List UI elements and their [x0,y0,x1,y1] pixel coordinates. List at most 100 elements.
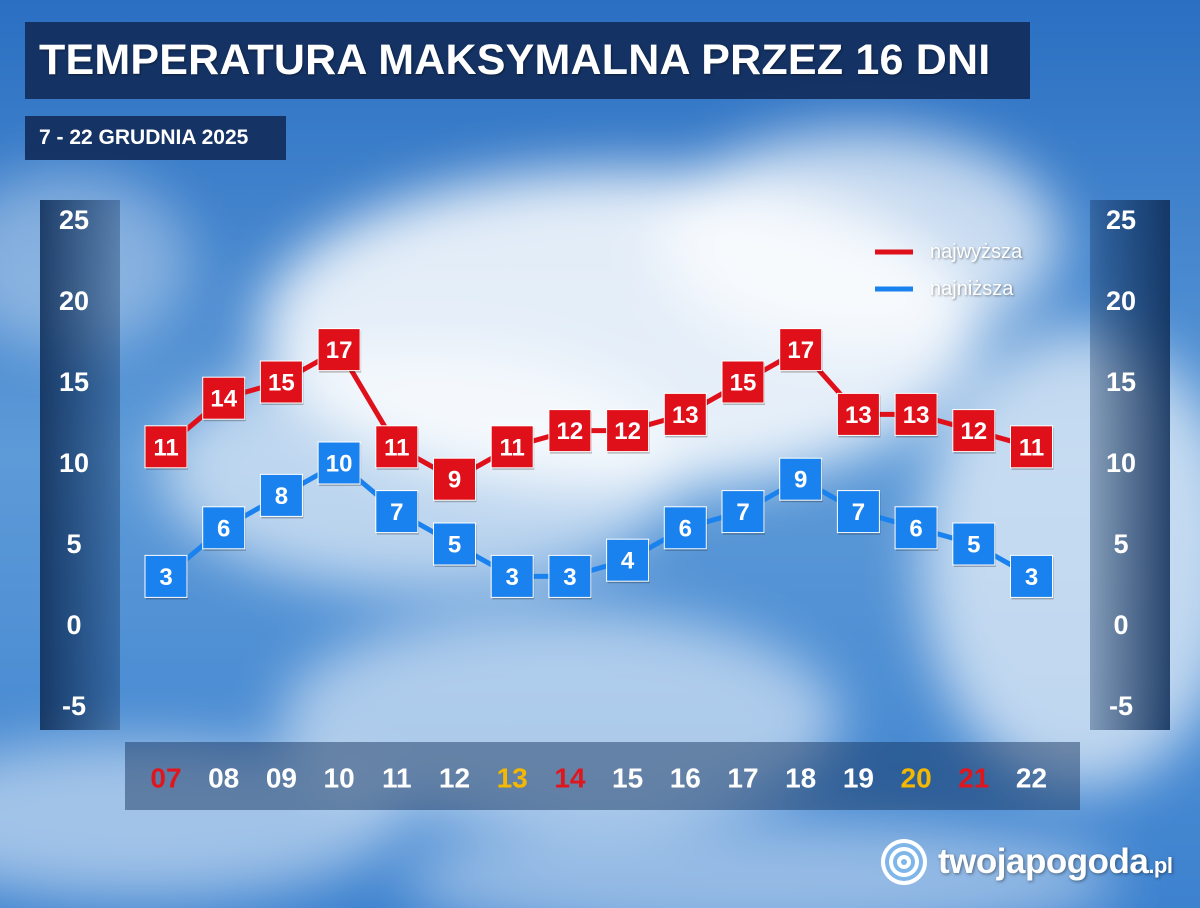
x-tick-label: 16 [670,763,701,794]
low-data-label: 3 [159,564,172,591]
high-point-marker [779,328,823,372]
x-tick-label: 07 [150,763,181,794]
high-point-marker [721,360,765,404]
high-data-label: 12 [557,418,584,445]
low-data-label: 4 [621,548,635,575]
subtitle-banner: 7 - 22 GRUDNIA 2025 [25,116,286,160]
low-point-marker [433,522,476,566]
low-data-label: 3 [1025,564,1038,591]
high-point-marker [202,376,246,420]
high-point-marker [490,425,534,469]
y-tick-label-right: -5 [1109,691,1133,721]
low-data-label: 6 [679,515,692,542]
target-icon [881,839,927,885]
high-point-marker [663,392,707,436]
y-tick-label-left: 5 [66,529,81,559]
high-point-marker [548,409,592,453]
y-tick-label-left: 10 [59,448,89,478]
high-data-label: 13 [845,402,872,429]
high-point-marker [836,392,880,436]
high-data-label: 17 [326,337,353,364]
high-data-label: 12 [960,418,987,445]
low-point-marker [779,457,823,501]
x-tick-label: 12 [439,763,470,794]
y-tick-label-right: 10 [1106,448,1136,478]
low-data-label: 8 [275,483,288,510]
high-point-marker [606,409,650,453]
low-point-marker [721,490,765,534]
low-data-label: 3 [563,564,576,591]
low-data-label: 10 [326,451,353,478]
high-data-label: 11 [500,434,525,461]
low-data-label: 9 [794,467,807,494]
high-data-label: 11 [384,434,409,461]
y-tick-label-right: 5 [1113,529,1128,559]
low-point-marker [606,538,650,582]
legend-label: najwyższa [930,241,1023,263]
low-point-marker [548,554,592,598]
y-tick-label-right: 20 [1106,286,1136,316]
brand-name: twojapogoda.pl [938,842,1173,881]
high-point-marker [259,360,303,404]
low-series-line [164,460,1033,579]
high-data-label: 17 [787,337,814,364]
low-point-marker [1010,554,1053,598]
legend-label: najniższa [930,278,1014,300]
low-data-label: 7 [852,499,865,526]
low-point-marker [259,473,303,517]
high-point-marker [433,457,476,501]
high-data-label: 12 [614,418,641,445]
y-tick-label-left: 15 [59,367,89,397]
high-point-marker [894,392,938,436]
y-tick-label-right: 0 [1113,610,1128,640]
date-range: 7 - 22 GRUDNIA 2025 [39,126,249,149]
x-tick-label: 11 [382,763,412,794]
x-tick-label: 22 [1016,763,1047,794]
x-tick-label: 14 [554,763,586,794]
y-tick-label-right: 25 [1106,205,1136,235]
low-point-marker [663,506,707,550]
low-data-label: 6 [909,515,922,542]
high-series-line [164,347,1033,482]
low-point-marker [375,490,419,534]
low-point-marker [952,522,996,566]
high-point-marker [1010,425,1053,469]
y-tick-label-left: 20 [59,286,89,316]
x-tick-label: 20 [901,763,932,794]
high-point-marker [144,425,188,469]
high-point-marker [952,409,996,453]
y-tick-label-right: 15 [1106,367,1136,397]
high-data-label: 13 [903,402,930,429]
low-data-label: 3 [506,564,519,591]
x-tick-label: 18 [785,763,816,794]
low-data-label: 7 [736,499,749,526]
title-banner: TEMPERATURA MAKSYMALNA PRZEZ 16 DNI [25,22,1030,99]
low-point-marker [894,506,938,550]
x-tick-label: 13 [497,763,528,794]
high-data-label: 11 [1019,434,1044,461]
low-point-marker [144,554,188,598]
low-point-marker [202,506,246,550]
x-tick-label: 21 [958,763,989,794]
high-data-label: 14 [210,386,237,413]
low-point-marker [490,554,534,598]
brand-tld: .pl [1148,853,1173,878]
x-tick-label: 08 [208,763,239,794]
high-data-label: 9 [448,467,461,494]
high-point-marker [317,328,361,372]
x-tick-label: 09 [266,763,297,794]
low-data-label: 7 [390,499,403,526]
high-data-label: 15 [268,370,295,397]
low-data-label: 5 [448,532,461,559]
low-data-label: 5 [967,532,980,559]
low-point-marker [836,490,880,534]
brand-logo: twojapogoda.pl [880,838,1180,888]
low-point-marker [317,441,361,485]
x-tick-label: 15 [612,763,643,794]
y-tick-label-left: 25 [59,205,89,235]
high-data-label: 13 [672,402,699,429]
high-data-label: 15 [730,370,757,397]
x-tick-label: 19 [843,763,874,794]
